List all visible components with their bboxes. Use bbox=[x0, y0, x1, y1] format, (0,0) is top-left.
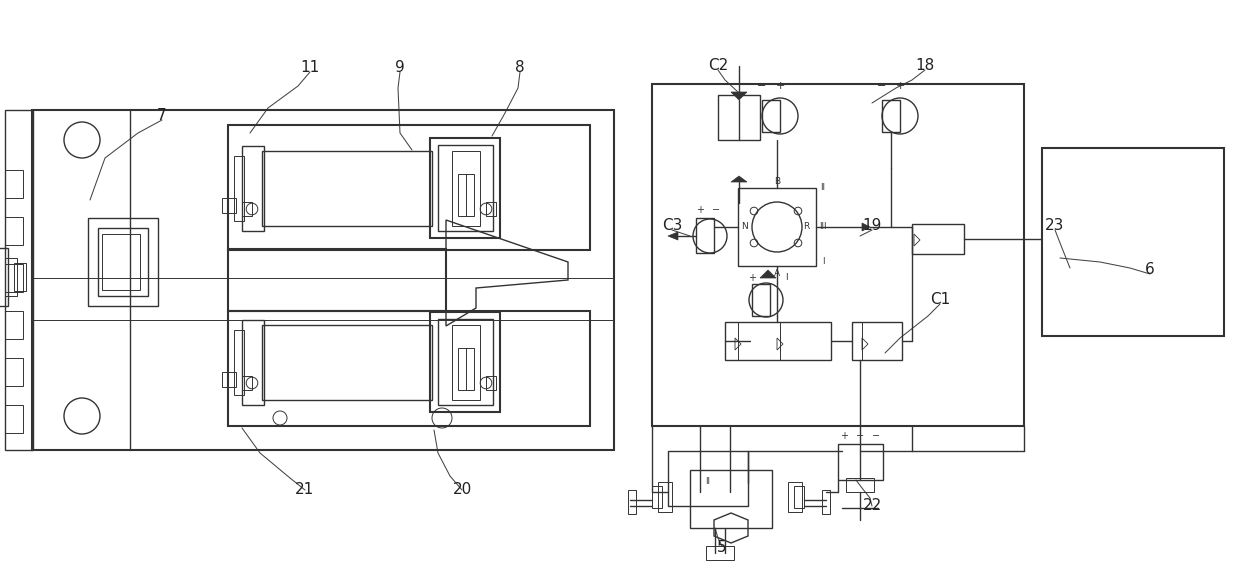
Bar bbox=[822, 490, 830, 514]
Bar bbox=[438, 319, 494, 405]
Bar bbox=[242, 376, 252, 390]
Text: +: + bbox=[839, 431, 848, 441]
Text: R: R bbox=[802, 222, 810, 232]
Bar bbox=[88, 218, 157, 306]
Polygon shape bbox=[862, 223, 870, 231]
Bar bbox=[763, 100, 780, 132]
Text: −: − bbox=[878, 81, 887, 91]
Text: II: II bbox=[821, 183, 826, 192]
Bar bbox=[838, 444, 883, 480]
Bar bbox=[228, 311, 590, 426]
Text: 18: 18 bbox=[915, 58, 935, 74]
Text: I: I bbox=[785, 273, 787, 282]
Bar bbox=[242, 202, 252, 216]
Bar bbox=[458, 174, 474, 216]
Bar bbox=[102, 234, 140, 290]
Bar bbox=[242, 146, 264, 231]
Bar bbox=[234, 330, 244, 395]
Bar bbox=[228, 249, 446, 311]
Text: −: − bbox=[712, 205, 720, 215]
Bar bbox=[5, 358, 24, 386]
Text: 19: 19 bbox=[862, 219, 882, 233]
Bar bbox=[438, 145, 494, 231]
Bar bbox=[262, 151, 432, 226]
Bar bbox=[430, 138, 500, 238]
Text: N: N bbox=[740, 222, 748, 232]
Text: C2: C2 bbox=[708, 58, 728, 74]
Polygon shape bbox=[732, 176, 746, 182]
Bar bbox=[486, 376, 496, 390]
Text: C3: C3 bbox=[662, 219, 682, 233]
Text: +: + bbox=[775, 81, 785, 91]
Text: 5: 5 bbox=[717, 540, 727, 556]
Text: 9: 9 bbox=[396, 61, 405, 75]
Text: −: − bbox=[872, 431, 880, 441]
Bar bbox=[1042, 148, 1224, 336]
Bar bbox=[5, 258, 17, 296]
Bar bbox=[430, 312, 500, 412]
Text: 8: 8 bbox=[515, 61, 525, 75]
Bar bbox=[652, 486, 662, 508]
Text: 21: 21 bbox=[295, 483, 315, 497]
Bar bbox=[738, 188, 816, 266]
Text: 22: 22 bbox=[862, 499, 882, 513]
Bar bbox=[228, 125, 590, 250]
Text: 11: 11 bbox=[300, 61, 320, 75]
Bar bbox=[5, 405, 24, 433]
Bar bbox=[718, 95, 760, 140]
Text: III: III bbox=[820, 222, 827, 232]
Bar bbox=[627, 490, 636, 514]
Bar bbox=[262, 325, 432, 400]
Text: 23: 23 bbox=[1045, 219, 1065, 233]
Text: 7: 7 bbox=[157, 109, 167, 123]
Bar bbox=[5, 170, 24, 198]
Text: +: + bbox=[895, 81, 905, 91]
Text: I: I bbox=[822, 256, 825, 266]
Bar bbox=[98, 228, 148, 296]
Bar bbox=[222, 198, 236, 213]
Text: +: + bbox=[696, 205, 704, 215]
Bar bbox=[846, 478, 874, 492]
Bar bbox=[852, 322, 901, 360]
Bar bbox=[0, 248, 7, 306]
Text: B: B bbox=[774, 176, 780, 185]
Bar bbox=[453, 151, 480, 226]
Bar bbox=[5, 264, 24, 292]
Text: C1: C1 bbox=[930, 292, 950, 308]
Bar bbox=[689, 470, 773, 528]
Bar bbox=[32, 110, 614, 450]
Polygon shape bbox=[732, 92, 746, 100]
Text: 20: 20 bbox=[453, 483, 471, 497]
Text: −: − bbox=[764, 273, 773, 283]
Bar bbox=[725, 322, 831, 360]
Bar bbox=[5, 217, 24, 245]
Polygon shape bbox=[760, 270, 776, 278]
Text: 6: 6 bbox=[1145, 262, 1154, 278]
Bar bbox=[242, 320, 264, 405]
Bar bbox=[882, 100, 900, 132]
Bar bbox=[794, 486, 804, 508]
Bar bbox=[668, 451, 748, 506]
Bar bbox=[706, 546, 734, 560]
Bar bbox=[453, 325, 480, 400]
Bar bbox=[234, 156, 244, 221]
Bar bbox=[751, 284, 770, 316]
Bar bbox=[787, 482, 802, 512]
Bar bbox=[14, 263, 26, 291]
Text: −: − bbox=[758, 81, 766, 91]
Bar bbox=[5, 311, 24, 339]
Bar bbox=[696, 218, 714, 253]
Bar bbox=[486, 202, 496, 216]
Bar bbox=[658, 482, 672, 512]
Bar bbox=[652, 84, 1024, 426]
Text: A: A bbox=[774, 269, 780, 279]
Text: −: − bbox=[856, 431, 864, 441]
Text: II: II bbox=[706, 477, 711, 486]
Bar bbox=[5, 110, 33, 450]
Bar bbox=[458, 348, 474, 390]
Text: +: + bbox=[748, 273, 756, 283]
Polygon shape bbox=[668, 232, 678, 240]
Bar bbox=[222, 372, 236, 387]
Bar bbox=[911, 224, 963, 254]
